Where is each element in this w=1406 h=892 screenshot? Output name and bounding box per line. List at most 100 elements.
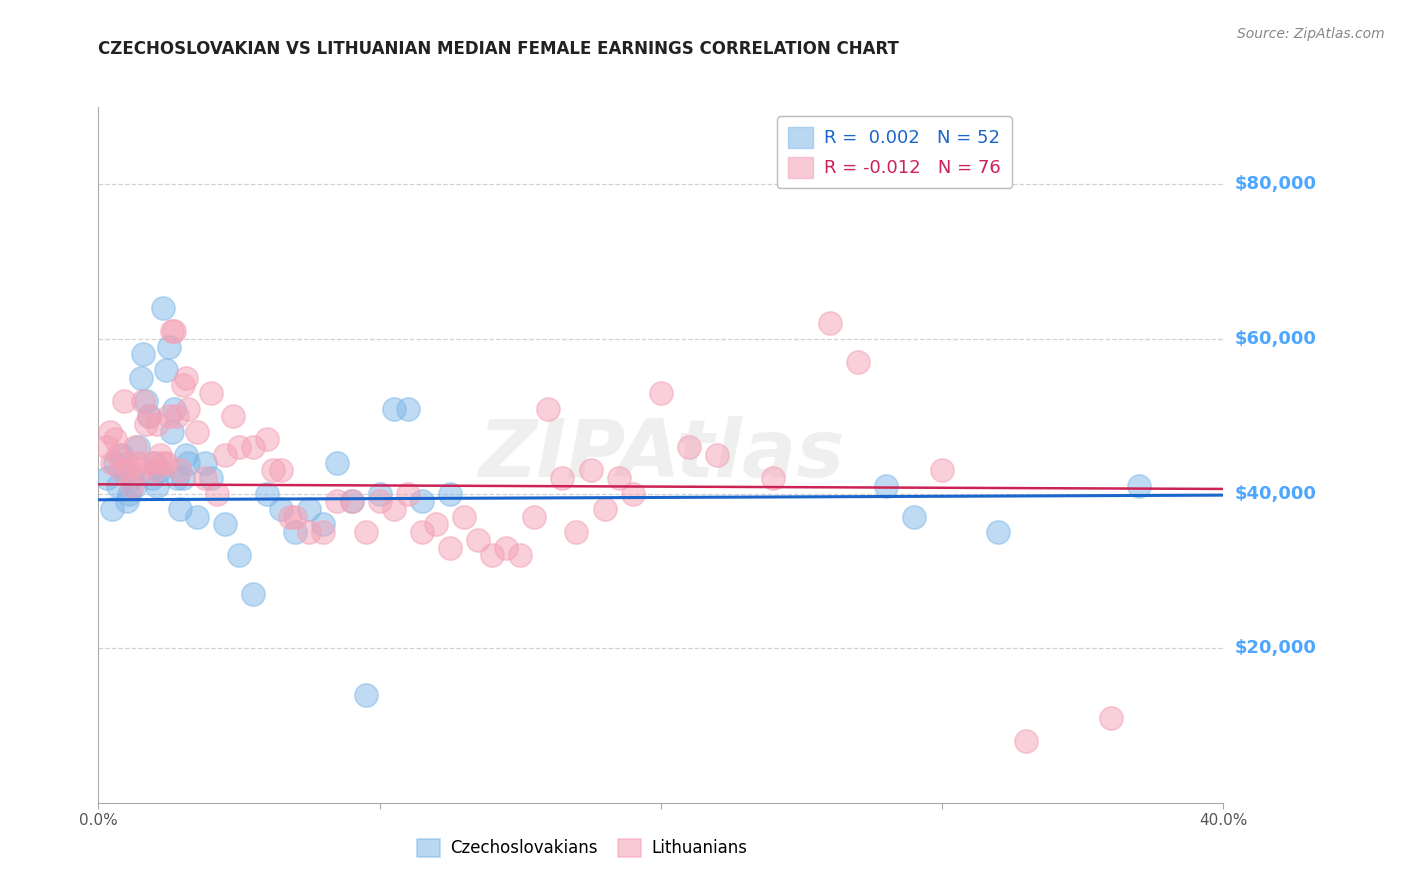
Text: $40,000: $40,000 [1234,484,1316,502]
Text: ZIPAtlas: ZIPAtlas [478,416,844,494]
Point [256,486,278,500]
Point [127,456,149,470]
Point [146,417,169,431]
Point [163,401,186,416]
Point [143,456,166,470]
Text: CZECHOSLOVAKIAN VS LITHUANIAN MEDIAN FEMALE EARNINGS CORRELATION CHART: CZECHOSLOVAKIAN VS LITHUANIAN MEDIAN FEM… [98,40,900,58]
Point [354,525,377,540]
Point [270,463,292,477]
Point [132,347,155,361]
Point [177,456,200,470]
Point [242,440,264,454]
Point [163,324,186,338]
Point [107,479,129,493]
Point [903,509,925,524]
Point [262,463,284,477]
Point [141,456,163,470]
Point [110,448,132,462]
Point [155,456,177,470]
Point [312,525,335,540]
Point [194,471,217,485]
Point [101,456,124,470]
Point [1015,734,1038,748]
Point [172,378,194,392]
Point [174,448,197,462]
Point [101,502,124,516]
Point [115,456,138,470]
Point [396,401,419,416]
Point [340,494,363,508]
Point [354,688,377,702]
Point [166,409,188,424]
Point [129,370,152,384]
Point [678,440,700,454]
Point [368,494,391,508]
Point [124,479,146,493]
Point [481,549,503,563]
Point [228,440,250,454]
Point [160,425,183,439]
Point [706,448,728,462]
Point [396,486,419,500]
Point [127,440,149,454]
Point [762,471,785,485]
Point [278,509,301,524]
Legend: Czechoslovakians, Lithuanians: Czechoslovakians, Lithuanians [411,832,754,864]
Point [152,301,174,315]
Point [607,471,630,485]
Point [411,525,433,540]
Point [138,409,160,424]
Point [96,440,118,454]
Point [157,340,180,354]
Point [1099,711,1122,725]
Point [509,549,531,563]
Point [214,517,236,532]
Point [214,448,236,462]
Point [453,509,475,524]
Point [425,517,447,532]
Point [149,448,172,462]
Point [118,486,141,500]
Point [228,549,250,563]
Point [141,471,163,485]
Point [96,471,118,485]
Point [138,409,160,424]
Point [104,456,127,470]
Point [368,486,391,500]
Point [270,502,292,516]
Point [157,409,180,424]
Point [115,494,138,508]
Point [326,456,349,470]
Point [1128,479,1150,493]
Point [160,324,183,338]
Point [495,541,517,555]
Point [298,502,321,516]
Point [298,525,321,540]
Point [411,494,433,508]
Point [340,494,363,508]
Point [186,509,208,524]
Point [875,479,897,493]
Text: $20,000: $20,000 [1234,640,1316,657]
Point [132,393,155,408]
Point [186,425,208,439]
Point [166,471,188,485]
Point [169,463,191,477]
Point [112,393,135,408]
Point [135,417,157,431]
Point [152,456,174,470]
Point [146,479,169,493]
Point [650,386,672,401]
Point [987,525,1010,540]
Point [593,502,616,516]
Point [110,463,132,477]
Point [222,409,245,424]
Text: $80,000: $80,000 [1234,176,1316,194]
Point [104,433,127,447]
Point [382,502,405,516]
Point [439,486,461,500]
Point [284,509,307,524]
Point [121,471,143,485]
Point [124,440,146,454]
Point [112,463,135,477]
